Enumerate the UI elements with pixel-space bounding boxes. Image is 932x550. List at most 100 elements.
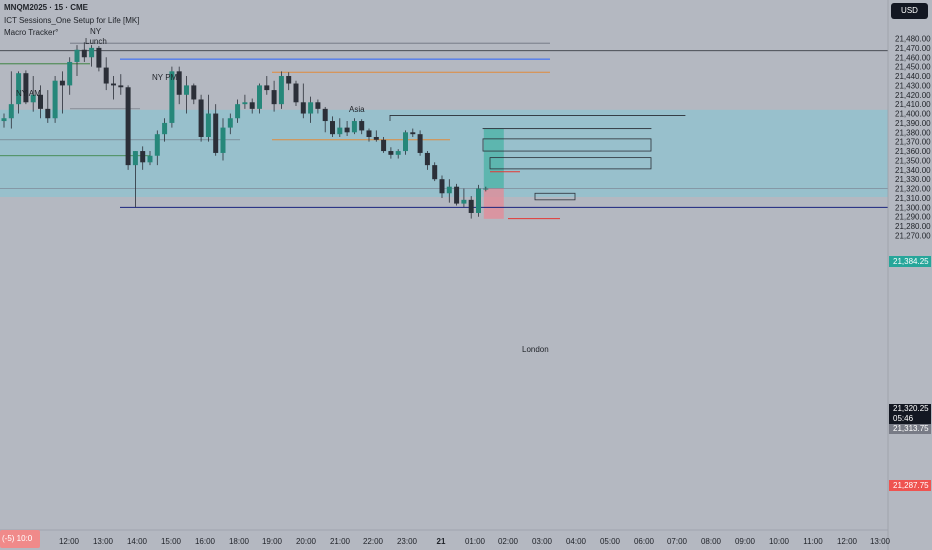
boxes-layer <box>389 115 686 201</box>
session-label-ny-pm: NY PM <box>152 73 178 82</box>
long-target-zone <box>483 128 504 189</box>
long-stop-zone <box>483 188 504 219</box>
candle-body <box>278 76 284 105</box>
green-target-price-tag: 21,384.25 <box>889 256 931 267</box>
candle-body <box>8 104 14 119</box>
candle-body <box>388 151 394 155</box>
price-tick-label: 21,470.00 <box>895 44 931 53</box>
candle-body <box>300 102 306 114</box>
time-tick-label: 08:00 <box>701 537 722 546</box>
candle-body <box>125 87 131 166</box>
candle-body <box>359 121 365 131</box>
time-tick-label: 10:00 <box>769 537 790 546</box>
time-tick-label: 18:00 <box>229 537 250 546</box>
price-tick-label: 21,390.00 <box>895 119 931 128</box>
session-label-london: London <box>522 345 549 354</box>
candle-body <box>23 73 29 103</box>
level-price-tag: 21,313.75 <box>889 424 931 434</box>
price-tick-label: 21,370.00 <box>895 138 931 147</box>
order-block-london <box>489 157 652 170</box>
candle-body <box>417 134 423 153</box>
candle-body <box>337 127 343 135</box>
candle-body <box>111 83 116 86</box>
candle-body <box>468 199 474 213</box>
candle-body <box>198 99 204 137</box>
candle-body <box>315 102 321 109</box>
candle-body <box>461 199 467 204</box>
candle-body <box>16 73 22 105</box>
candle-body <box>403 132 408 152</box>
price-tick-label: 21,420.00 <box>895 91 931 100</box>
price-tick-label: 21,340.00 <box>895 166 931 175</box>
time-tick-label: 16:00 <box>195 537 216 546</box>
candle-body <box>220 127 226 153</box>
candle-body <box>213 113 219 153</box>
session-label-asia: Asia <box>349 105 365 114</box>
time-tick-label: 20:00 <box>296 537 317 546</box>
candle-body <box>59 80 65 86</box>
time-tick-label: 07:00 <box>667 537 688 546</box>
candle-body <box>330 121 335 135</box>
time-tick-label: 06:00 <box>634 537 655 546</box>
time-tick-label: 05:00 <box>600 537 621 546</box>
candle-body <box>264 85 270 91</box>
price-tick-label: 21,430.00 <box>895 81 931 90</box>
symbol-title[interactable]: MNQM2025 · 15 · CME <box>4 3 89 12</box>
currency-button[interactable]: USD <box>891 3 928 19</box>
session-label-ny-lunch-line1: NY <box>90 27 102 36</box>
time-tick-label: 21:00 <box>330 537 351 546</box>
time-tick-label: 13:00 <box>870 537 891 546</box>
candle-body <box>169 71 175 123</box>
candle-body <box>454 186 460 204</box>
candle-body <box>235 104 241 119</box>
time-tick-label: 03:00 <box>532 537 553 546</box>
price-axis[interactable]: 21,480.0021,470.0021,460.0021,450.0021,4… <box>887 0 932 550</box>
price-axis-background <box>888 0 932 550</box>
candle-body <box>147 155 153 163</box>
candle-body <box>344 127 350 133</box>
price-tick-label: 21,350.00 <box>895 156 931 165</box>
candle-body <box>249 102 255 109</box>
time-tick-label: 11:00 <box>803 537 823 546</box>
time-tick-label: 14:00 <box>127 537 148 546</box>
candle-body <box>118 85 124 88</box>
candle-body <box>74 49 80 62</box>
candle-body <box>103 67 109 84</box>
price-tick-label: 21,360.00 <box>895 147 931 156</box>
candle-body <box>410 132 416 135</box>
fvg-box <box>534 192 576 201</box>
candle-body <box>52 80 58 119</box>
price-tick-label: 21,450.00 <box>895 63 931 72</box>
last-price-tag: 21,320.25 <box>889 404 931 414</box>
time-tick-label: 12:00 <box>59 537 80 546</box>
time-tick-label: 19:00 <box>262 537 283 546</box>
price-tick-label: 21,270.00 <box>895 231 931 240</box>
price-tick-label: 21,440.00 <box>895 72 931 81</box>
indicator-sessions-label[interactable]: ICT Sessions_One Setup for Life [MK] <box>4 16 140 25</box>
countdown-tag: 05:46 <box>889 414 931 424</box>
session-label-ny-am: NY AM <box>16 89 41 98</box>
candle-body <box>162 122 168 135</box>
time-tick-label: 01:00 <box>465 537 486 546</box>
candle-body <box>257 85 262 109</box>
time-axis[interactable]: 12:00 13:00 14:00 15:00 16:00 18:00 19:00 20:00… <box>0 529 891 546</box>
time-tick-label: 22:00 <box>363 537 384 546</box>
candle-body <box>81 49 87 58</box>
candle-body <box>432 165 438 180</box>
indicator-macro-label[interactable]: Macro Tracker° <box>4 28 59 37</box>
time-tick-label: 02:00 <box>498 537 519 546</box>
candle-body <box>424 152 430 166</box>
candle-body <box>205 113 211 137</box>
candle-body <box>483 188 489 190</box>
price-tick-label: 21,480.00 <box>895 35 931 44</box>
red-stop-price-tag: 21,287.75 <box>889 480 931 491</box>
time-tick-label: 04:00 <box>566 537 587 546</box>
timezone-clock-button[interactable]: (-5) 10:0 <box>0 530 40 548</box>
candle-body <box>89 47 95 58</box>
candles-layer <box>1 42 489 219</box>
candle-body <box>351 121 357 133</box>
candle-body <box>184 85 189 95</box>
price-tick-label: 21,460.00 <box>895 53 931 62</box>
time-tick-label: 21 <box>437 537 446 546</box>
